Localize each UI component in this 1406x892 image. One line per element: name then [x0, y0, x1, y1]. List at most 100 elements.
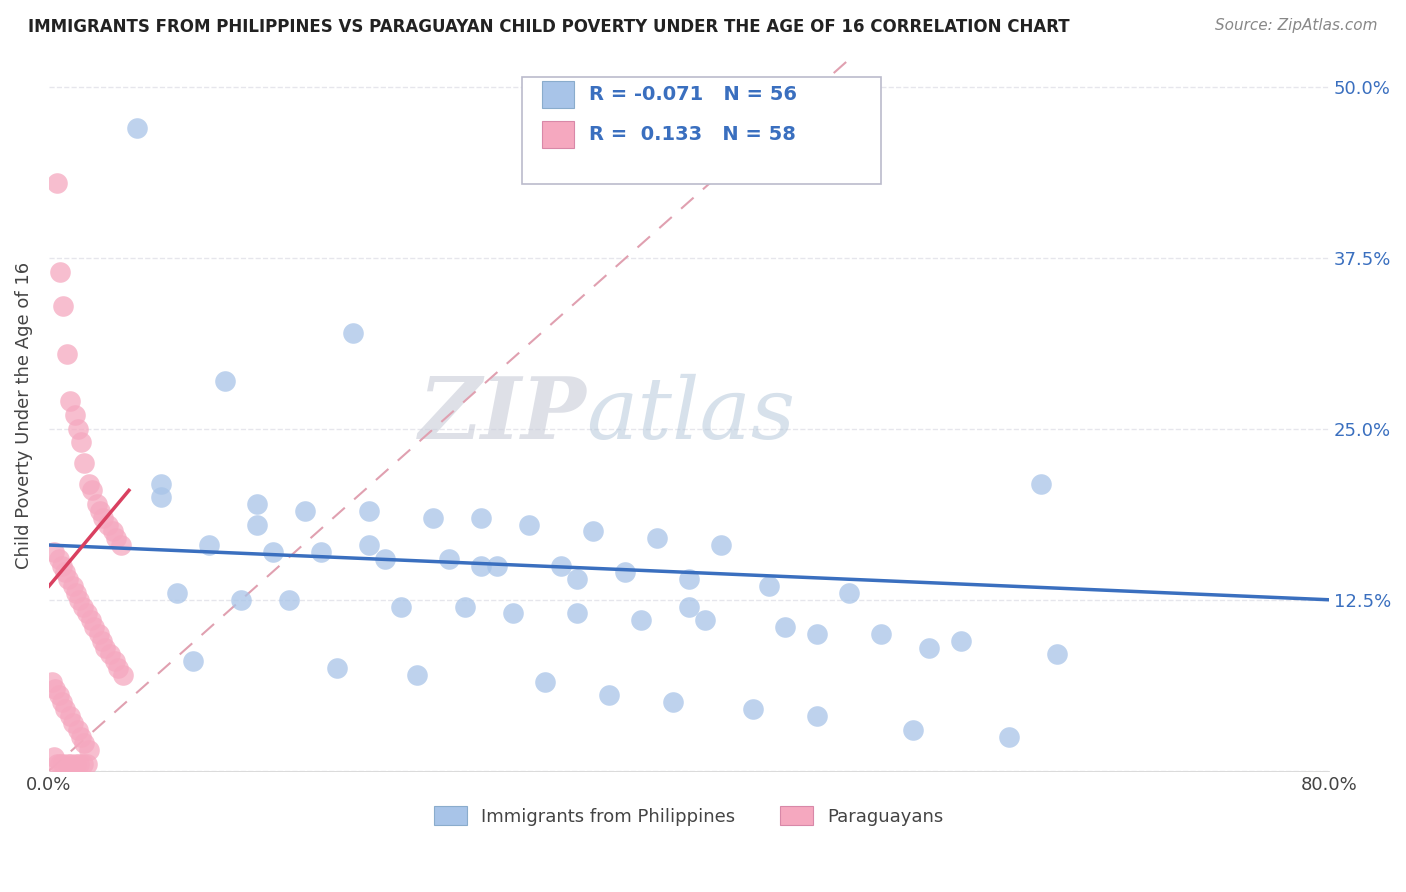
Text: Source: ZipAtlas.com: Source: ZipAtlas.com [1215, 18, 1378, 33]
Point [422, 510, 444, 524]
Text: ZIP: ZIP [419, 374, 586, 457]
Point [869, 627, 891, 641]
Point [105, 531, 128, 545]
Point [70, 730, 93, 744]
Point [262, 545, 284, 559]
Point [550, 558, 572, 573]
Point [246, 517, 269, 532]
Point [582, 524, 605, 539]
Point [73, 456, 96, 470]
Y-axis label: Child Poverty Under the Age of 16: Child Poverty Under the Age of 16 [15, 261, 32, 569]
Point [83, 620, 105, 634]
Point [181, 654, 204, 668]
Point [46, 176, 69, 190]
Point [62, 579, 84, 593]
Point [70, 435, 93, 450]
Point [838, 586, 860, 600]
Point [437, 551, 460, 566]
Point [93, 510, 115, 524]
Point [111, 668, 134, 682]
Point [56, 756, 79, 771]
Point [294, 504, 316, 518]
Point [773, 620, 796, 634]
Point [758, 579, 780, 593]
Point [326, 661, 349, 675]
Point [613, 566, 636, 580]
Point [149, 490, 172, 504]
Point [741, 702, 763, 716]
Point [662, 695, 685, 709]
Point [46, 756, 69, 771]
Point [406, 668, 429, 682]
Point [66, 422, 89, 436]
Point [97, 517, 120, 532]
Point [517, 517, 540, 532]
Point [918, 640, 941, 655]
Point [90, 633, 112, 648]
Point [598, 689, 620, 703]
Point [693, 613, 716, 627]
Bar [541, 121, 574, 148]
Point [565, 607, 588, 621]
Legend: Immigrants from Philippines, Paraguayans: Immigrants from Philippines, Paraguayans [434, 806, 943, 826]
Point [342, 326, 364, 340]
Point [42, 545, 65, 559]
Point [67, 592, 90, 607]
Bar [541, 81, 574, 108]
Point [65, 756, 87, 771]
Point [62, 715, 84, 730]
Point [51, 558, 73, 573]
Point [48, 551, 70, 566]
Point [645, 531, 668, 545]
Point [77, 476, 100, 491]
Point [678, 572, 700, 586]
Point [72, 756, 94, 771]
Point [63, 408, 86, 422]
Point [48, 689, 70, 703]
Point [998, 730, 1021, 744]
Point [1029, 476, 1052, 491]
Point [72, 599, 94, 614]
Point [52, 299, 75, 313]
Point [77, 743, 100, 757]
Point [107, 661, 129, 675]
Point [86, 497, 108, 511]
Text: atlas: atlas [586, 374, 796, 457]
Point [87, 627, 110, 641]
Point [502, 607, 524, 621]
Point [149, 476, 172, 491]
Point [56, 572, 79, 586]
Point [41, 674, 63, 689]
Point [52, 756, 75, 771]
Point [66, 723, 89, 737]
Point [565, 572, 588, 586]
Point [1046, 648, 1069, 662]
Point [101, 524, 124, 539]
Point [710, 538, 733, 552]
Point [357, 504, 380, 518]
Point [49, 756, 72, 771]
Point [949, 633, 972, 648]
Point [110, 538, 132, 552]
Point [59, 394, 82, 409]
Point [806, 627, 828, 641]
Point [198, 538, 221, 552]
Point [67, 756, 90, 771]
Point [42, 750, 65, 764]
Point [454, 599, 477, 614]
Point [166, 586, 188, 600]
FancyBboxPatch shape [523, 78, 880, 184]
Point [630, 613, 652, 627]
Point [806, 709, 828, 723]
Point [55, 346, 77, 360]
Point [76, 607, 98, 621]
Point [65, 586, 87, 600]
Point [49, 264, 72, 278]
Point [76, 756, 98, 771]
Point [229, 592, 252, 607]
Point [470, 510, 492, 524]
Point [389, 599, 412, 614]
Point [44, 681, 66, 696]
Point [485, 558, 508, 573]
Point [357, 538, 380, 552]
